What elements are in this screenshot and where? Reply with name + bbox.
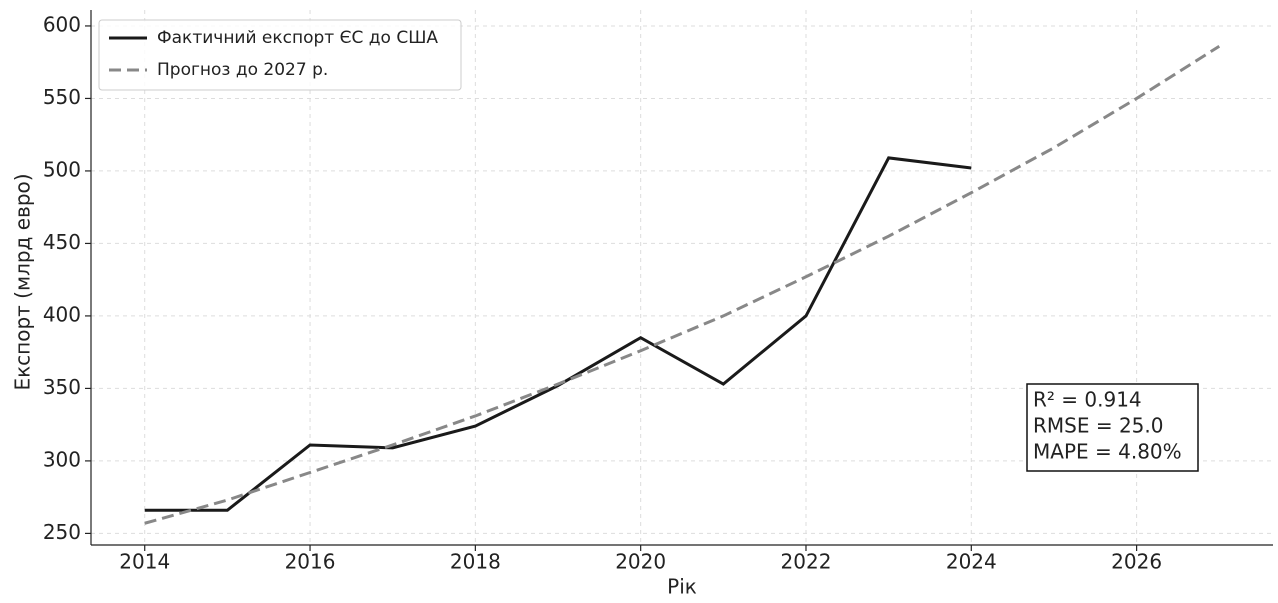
series-line [144,156,972,512]
series-line [144,44,1221,525]
annotation-text: R² = 0.914 [1033,388,1142,412]
annotation-text: RMSE = 25.0 [1033,414,1164,438]
x-tick-label: 2014 [119,550,170,574]
y-tick-label: 350 [43,375,81,399]
y-tick-label: 550 [43,85,81,109]
annotation-text: MAPE = 4.80% [1033,440,1182,464]
x-tick-label: 2026 [1111,550,1162,574]
x-tick-label: 2020 [615,550,666,574]
y-tick-label: 450 [43,230,81,254]
legend-label: Фактичний експорт ЄС до США [157,28,438,48]
y-tick-label: 600 [43,12,81,36]
legend-box [98,19,462,91]
y-axis-label: Експорт (млрд евро) [11,173,35,390]
x-tick-label: 2022 [781,550,832,574]
x-tick-label: 2018 [450,550,501,574]
annotation-box [1026,383,1199,472]
y-tick-label: 400 [43,302,81,326]
x-tick-label: 2016 [285,550,336,574]
legend-label: Прогноз до 2027 р. [157,60,328,80]
y-tick-label: 250 [43,520,81,544]
x-axis-label: Рік [667,575,697,599]
x-tick-label: 2024 [946,550,997,574]
y-tick-label: 300 [43,447,81,471]
y-tick-label: 500 [43,157,81,181]
